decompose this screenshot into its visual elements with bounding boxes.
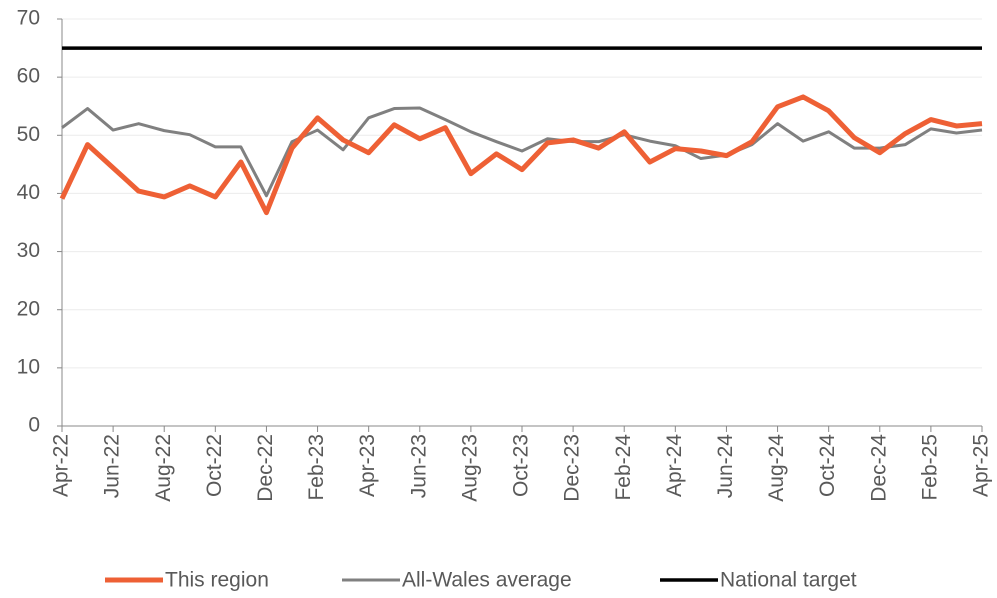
y-tick-label: 20 (17, 297, 40, 320)
x-tick-label: Aug-22 (152, 434, 175, 502)
x-tick-label: Apr-24 (663, 434, 686, 497)
x-tick-label: Feb-25 (918, 434, 941, 501)
legend-label: National target (720, 569, 857, 592)
y-tick-label: 50 (17, 123, 40, 146)
y-tick-label: 40 (17, 181, 40, 204)
x-tick-label: Oct-24 (816, 434, 839, 497)
legend-label: This region (165, 569, 269, 592)
x-tick-label: Dec-22 (254, 434, 277, 502)
y-tick-label: 0 (28, 414, 40, 437)
x-tick-label: Jun-22 (101, 434, 124, 498)
x-tick-label: Feb-24 (612, 434, 635, 501)
series-line (59, 94, 983, 216)
y-tick-label: 10 (17, 355, 40, 378)
y-tick-label: 60 (17, 65, 40, 88)
x-tick-label: Jun-24 (714, 434, 737, 499)
x-tick-label: Apr-22 (50, 434, 73, 497)
x-tick-label: Apr-23 (356, 434, 379, 497)
x-tick-label: Aug-23 (458, 434, 481, 502)
legend-label: All-Wales average (402, 569, 572, 592)
x-tick-label: Dec-24 (867, 434, 890, 502)
x-tick-label: Aug-24 (765, 434, 788, 502)
y-tick-label: 70 (17, 7, 40, 30)
y-tick-label: 30 (17, 239, 40, 262)
x-tick-label: Feb-23 (305, 434, 328, 501)
x-tick-label: Oct-22 (203, 434, 226, 497)
x-tick-label: Apr-25 (970, 434, 993, 497)
x-tick-label: Jun-23 (407, 434, 430, 498)
x-tick-label: Oct-23 (510, 434, 533, 497)
x-tick-label: Dec-23 (561, 434, 584, 502)
series-line (61, 106, 983, 198)
